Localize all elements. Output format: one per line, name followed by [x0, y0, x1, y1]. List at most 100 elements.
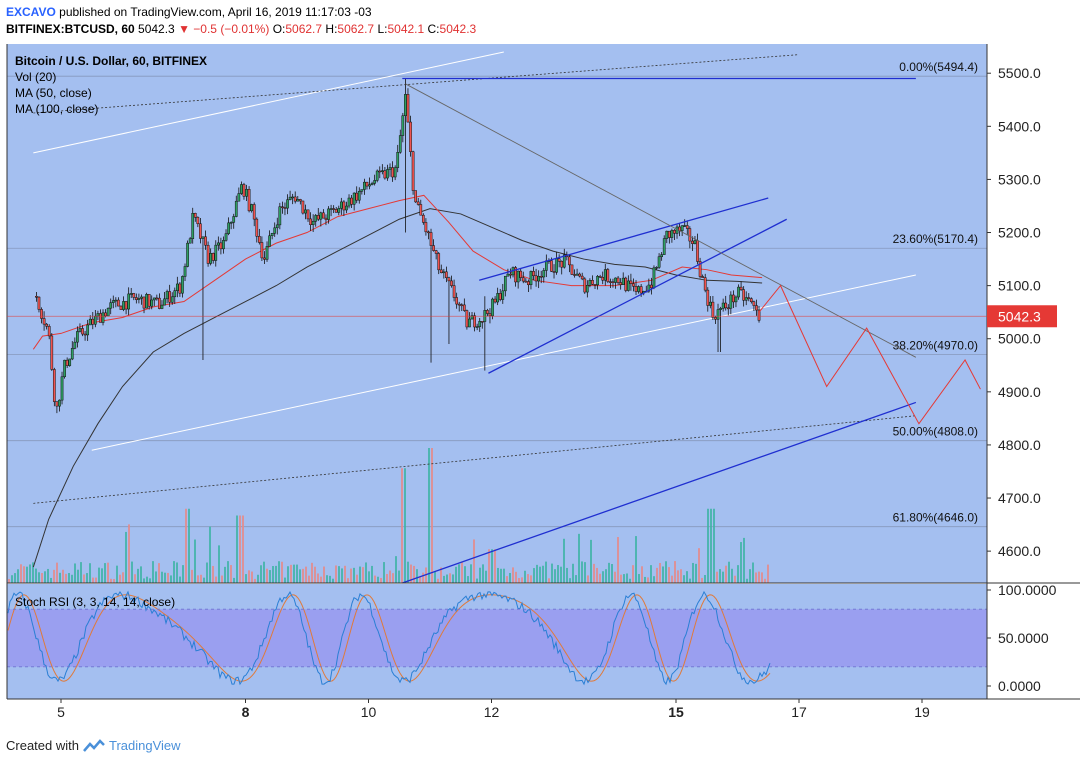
candle [40, 307, 43, 324]
candle [603, 263, 607, 286]
volume-bar [221, 575, 223, 583]
volume-bar [599, 573, 601, 583]
volume-bar [8, 578, 10, 583]
candle-body [286, 199, 289, 209]
volume-bar [413, 565, 415, 583]
volume-bar [401, 468, 403, 583]
volume-bar [176, 562, 178, 583]
candle [401, 112, 405, 143]
volume-bar [632, 565, 634, 583]
volume-bar [398, 570, 400, 583]
volume-bar [458, 564, 460, 583]
volume-bar [470, 564, 472, 583]
candle-body [175, 283, 179, 291]
channel-lines[interactable] [33, 51, 916, 504]
candle [370, 181, 374, 186]
volume-bar [566, 567, 568, 583]
volume-bar [80, 562, 82, 583]
volume-bar [119, 574, 121, 583]
candle-body [501, 290, 505, 300]
volume-bar [557, 565, 559, 583]
candle-body [724, 302, 728, 309]
candle-body [486, 310, 489, 314]
volume-bar [743, 537, 745, 583]
candle [237, 187, 241, 202]
chart-title: Bitcoin / U.S. Dollar, 60, BITFINEX [15, 54, 207, 68]
volume-bar [563, 538, 565, 583]
candle [257, 228, 261, 245]
volume-bar [428, 448, 430, 583]
legend-ma100[interactable]: MA (100, close) [15, 102, 98, 116]
candle [521, 271, 525, 284]
candle [186, 240, 189, 268]
candle [111, 295, 115, 309]
candle-body [345, 205, 348, 211]
candle-body [373, 180, 376, 184]
candle-body [560, 261, 564, 268]
candle-body [626, 280, 630, 291]
candle-body [416, 201, 420, 205]
candle-body [109, 302, 113, 309]
candle [396, 144, 400, 173]
candle [542, 267, 546, 283]
axes[interactable]: 5500.0 5400.0 5300.0 5200.0 5100.0 5000.0 4900… [6, 44, 1080, 720]
rsi-tick-label: 100.0000 [998, 582, 1057, 598]
legend-ma50[interactable]: MA (50, close) [15, 86, 92, 100]
candle [560, 260, 564, 275]
candle [665, 230, 669, 244]
trendlines[interactable] [402, 77, 917, 584]
author-name[interactable]: EXCAVO [6, 5, 56, 19]
candle [355, 186, 359, 204]
candle-body [603, 269, 607, 281]
candle-body [537, 276, 540, 282]
candle-body [50, 335, 54, 370]
volume-bar [704, 575, 706, 583]
candle-body [293, 196, 297, 202]
candle-body [250, 204, 254, 212]
candle [601, 271, 605, 285]
volume-bar [53, 569, 55, 583]
price-tick-label: 5300.0 [998, 171, 1041, 187]
volume-bar [389, 570, 391, 583]
projection-path[interactable] [758, 284, 981, 425]
volume-bar [158, 563, 160, 583]
tradingview-brand[interactable]: TradingView [108, 738, 181, 753]
candle [183, 263, 187, 281]
candle [365, 181, 369, 190]
candle [291, 193, 294, 205]
candle-body [275, 224, 279, 229]
candle [288, 190, 292, 201]
candle-body [380, 170, 384, 172]
volume-bar [23, 566, 25, 583]
candle-body [450, 280, 453, 286]
candle-body [58, 399, 61, 407]
candle-body [357, 191, 361, 201]
volume-bar [740, 542, 742, 583]
candle-body [650, 284, 653, 289]
candle-body [168, 291, 172, 303]
volume-bar [569, 578, 571, 583]
candle-body [206, 244, 210, 264]
candle [744, 291, 748, 306]
volume-bar [32, 562, 34, 583]
candle [147, 294, 151, 310]
candle-body [263, 257, 266, 260]
volume-bar [17, 569, 19, 583]
volume-bar [578, 533, 580, 583]
candle [298, 198, 302, 205]
candle [50, 333, 54, 371]
volume-bar [392, 573, 394, 583]
volume-bar [47, 568, 49, 583]
candle-body [252, 204, 256, 220]
rsi-title[interactable]: Stoch RSI (3, 3, 14, 14, close) [15, 595, 175, 609]
candle-body [155, 297, 159, 300]
volume-bar [281, 561, 283, 583]
candle [432, 239, 435, 252]
fibonacci-levels[interactable]: 0.00%(5494.4) 23.60%(5170.4) 38.20%(4970.0… [7, 60, 987, 528]
candle-body [265, 246, 269, 260]
volume-bar [41, 573, 43, 583]
candle [373, 174, 376, 186]
legend-volume[interactable]: Vol (20) [15, 70, 56, 84]
candle [455, 292, 458, 309]
